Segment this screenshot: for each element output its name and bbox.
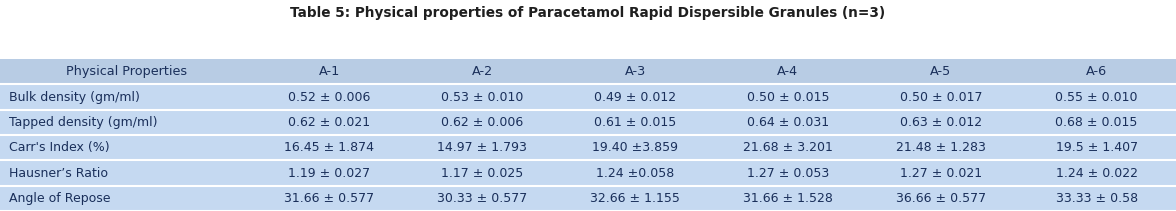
- Text: 21.48 ± 1.283: 21.48 ± 1.283: [896, 141, 985, 154]
- Bar: [406, 84, 559, 110]
- Text: Bulk density (gm/ml): Bulk density (gm/ml): [9, 91, 140, 104]
- Text: 0.50 ± 0.015: 0.50 ± 0.015: [747, 91, 829, 104]
- Text: 32.66 ± 1.155: 32.66 ± 1.155: [590, 192, 680, 205]
- Bar: [1017, 84, 1176, 110]
- Bar: [0, 186, 1176, 211]
- Bar: [253, 135, 406, 160]
- Text: 0.64 ± 0.031: 0.64 ± 0.031: [747, 116, 829, 129]
- Text: 36.66 ± 0.577: 36.66 ± 0.577: [896, 192, 985, 205]
- Text: 1.19 ± 0.027: 1.19 ± 0.027: [288, 166, 370, 180]
- Bar: [711, 160, 864, 186]
- Text: Angle of Repose: Angle of Repose: [9, 192, 111, 205]
- Bar: [559, 59, 711, 84]
- Bar: [711, 110, 864, 135]
- Bar: [559, 160, 711, 186]
- Text: 1.24 ±0.058: 1.24 ±0.058: [596, 166, 674, 180]
- Bar: [1017, 160, 1176, 186]
- Bar: [253, 110, 406, 135]
- Text: 1.24 ± 0.022: 1.24 ± 0.022: [1056, 166, 1137, 180]
- Text: Carr's Index (%): Carr's Index (%): [9, 141, 111, 154]
- Bar: [0, 84, 253, 110]
- Bar: [0, 135, 253, 160]
- Bar: [406, 59, 559, 84]
- Bar: [711, 135, 864, 160]
- Bar: [559, 84, 711, 110]
- Bar: [0, 160, 253, 186]
- Text: 0.62 ± 0.021: 0.62 ± 0.021: [288, 116, 370, 129]
- Bar: [406, 110, 559, 135]
- Text: A-6: A-6: [1087, 65, 1107, 78]
- Text: 1.27 ± 0.053: 1.27 ± 0.053: [747, 166, 829, 180]
- Bar: [406, 135, 559, 160]
- Text: A-3: A-3: [624, 65, 646, 78]
- Bar: [253, 186, 406, 211]
- Bar: [711, 84, 864, 110]
- Text: A-2: A-2: [472, 65, 493, 78]
- Text: 14.97 ± 1.793: 14.97 ± 1.793: [437, 141, 527, 154]
- Text: 0.49 ± 0.012: 0.49 ± 0.012: [594, 91, 676, 104]
- Text: 1.27 ± 0.021: 1.27 ± 0.021: [900, 166, 982, 180]
- Text: 30.33 ± 0.577: 30.33 ± 0.577: [437, 192, 527, 205]
- Bar: [0, 59, 1176, 211]
- Bar: [253, 84, 406, 110]
- Bar: [253, 59, 406, 84]
- Text: 16.45 ± 1.874: 16.45 ± 1.874: [285, 141, 374, 154]
- Bar: [0, 110, 253, 135]
- Bar: [864, 84, 1017, 110]
- Text: 21.68 ± 3.201: 21.68 ± 3.201: [743, 141, 833, 154]
- Bar: [0, 59, 253, 84]
- Text: A-4: A-4: [777, 65, 799, 78]
- Bar: [253, 160, 406, 186]
- Text: Hausner’s Ratio: Hausner’s Ratio: [9, 166, 108, 180]
- Bar: [406, 186, 559, 211]
- Text: 0.52 ± 0.006: 0.52 ± 0.006: [288, 91, 370, 104]
- Bar: [864, 135, 1017, 160]
- Text: 31.66 ± 1.528: 31.66 ± 1.528: [743, 192, 833, 205]
- Text: 19.5 ± 1.407: 19.5 ± 1.407: [1056, 141, 1137, 154]
- Bar: [1017, 110, 1176, 135]
- Bar: [0, 84, 1176, 110]
- Text: 33.33 ± 0.58: 33.33 ± 0.58: [1056, 192, 1137, 205]
- Bar: [0, 135, 1176, 160]
- Bar: [1017, 186, 1176, 211]
- Bar: [864, 59, 1017, 84]
- Text: 1.17 ± 0.025: 1.17 ± 0.025: [441, 166, 523, 180]
- Bar: [864, 110, 1017, 135]
- Bar: [0, 186, 253, 211]
- Text: Table 5: Physical properties of Paracetamol Rapid Dispersible Granules (n=3): Table 5: Physical properties of Paraceta…: [290, 6, 886, 20]
- Bar: [559, 186, 711, 211]
- Bar: [711, 186, 864, 211]
- Bar: [1017, 59, 1176, 84]
- Bar: [0, 110, 1176, 135]
- Text: 19.40 ±3.859: 19.40 ±3.859: [592, 141, 679, 154]
- Bar: [711, 59, 864, 84]
- Bar: [1017, 135, 1176, 160]
- Bar: [0, 160, 1176, 186]
- Text: 0.62 ± 0.006: 0.62 ± 0.006: [441, 116, 523, 129]
- Bar: [864, 186, 1017, 211]
- Bar: [559, 135, 711, 160]
- Text: Tapped density (gm/ml): Tapped density (gm/ml): [9, 116, 158, 129]
- Text: A-5: A-5: [930, 65, 951, 78]
- Text: 0.55 ± 0.010: 0.55 ± 0.010: [1055, 91, 1138, 104]
- Text: 0.61 ± 0.015: 0.61 ± 0.015: [594, 116, 676, 129]
- Text: A-1: A-1: [319, 65, 340, 78]
- Text: 0.63 ± 0.012: 0.63 ± 0.012: [900, 116, 982, 129]
- Text: 0.53 ± 0.010: 0.53 ± 0.010: [441, 91, 523, 104]
- Bar: [864, 160, 1017, 186]
- Text: 0.50 ± 0.017: 0.50 ± 0.017: [900, 91, 982, 104]
- Text: 0.68 ± 0.015: 0.68 ± 0.015: [1055, 116, 1138, 129]
- Bar: [559, 110, 711, 135]
- Text: Physical Properties: Physical Properties: [66, 65, 187, 78]
- Text: 31.66 ± 0.577: 31.66 ± 0.577: [285, 192, 374, 205]
- Bar: [406, 160, 559, 186]
